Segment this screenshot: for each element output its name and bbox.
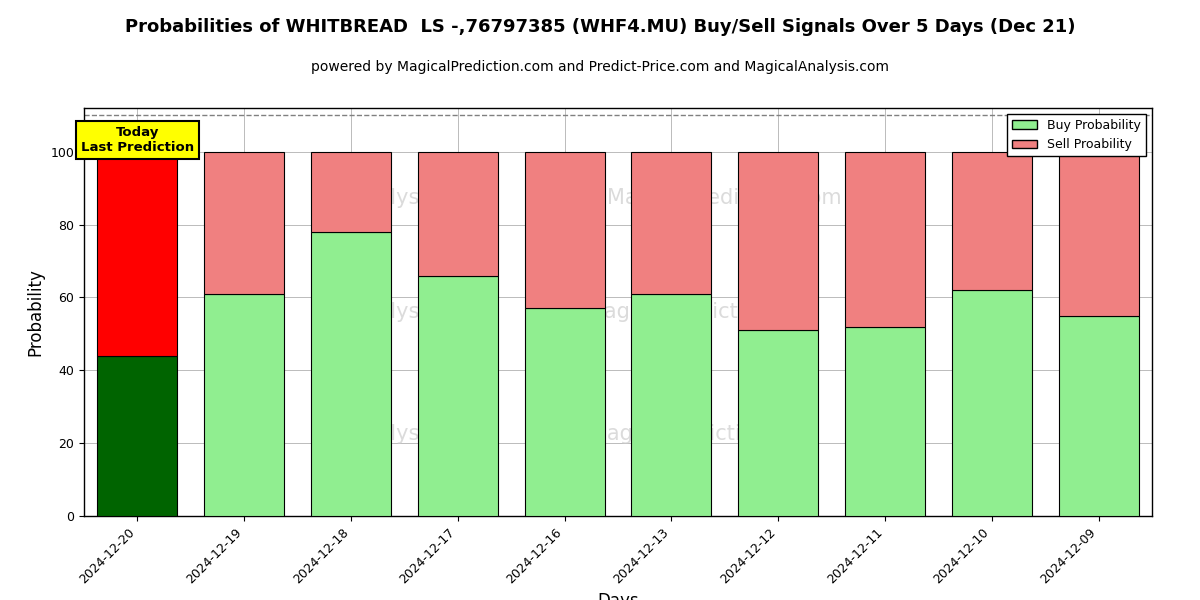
Text: Probabilities of WHITBREAD  LS -,76797385 (WHF4.MU) Buy/Sell Signals Over 5 Days: Probabilities of WHITBREAD LS -,76797385… [125,18,1075,36]
X-axis label: Days: Days [598,592,638,600]
Bar [418,275,498,516]
Bar [631,152,712,294]
Text: calAnalysis.com: calAnalysis.com [320,188,488,208]
Bar [952,152,1032,290]
Bar [311,232,391,516]
Text: calAnalysis.com: calAnalysis.com [320,302,488,322]
Text: MagicalPrediction.com: MagicalPrediction.com [586,302,821,322]
Bar [524,152,605,308]
Bar [952,290,1032,516]
Text: MagicalPrediction.com: MagicalPrediction.com [607,188,842,208]
Bar [738,152,818,330]
Text: calAnalysis.com: calAnalysis.com [320,424,488,445]
Bar [845,326,925,516]
Bar [97,356,178,516]
Text: Today
Last Prediction: Today Last Prediction [80,126,194,154]
Bar [97,152,178,356]
Bar [311,152,391,232]
Bar [204,152,284,294]
Bar [738,330,818,516]
Bar [1058,152,1139,316]
Legend: Buy Probability, Sell Proability: Buy Probability, Sell Proability [1007,114,1146,157]
Text: powered by MagicalPrediction.com and Predict-Price.com and MagicalAnalysis.com: powered by MagicalPrediction.com and Pre… [311,60,889,74]
Bar [204,294,284,516]
Bar [418,152,498,275]
Bar [1058,316,1139,516]
Bar [524,308,605,516]
Y-axis label: Probability: Probability [26,268,44,356]
Bar [631,294,712,516]
Text: MagicaPrediction.com: MagicaPrediction.com [589,424,818,445]
Bar [845,152,925,326]
